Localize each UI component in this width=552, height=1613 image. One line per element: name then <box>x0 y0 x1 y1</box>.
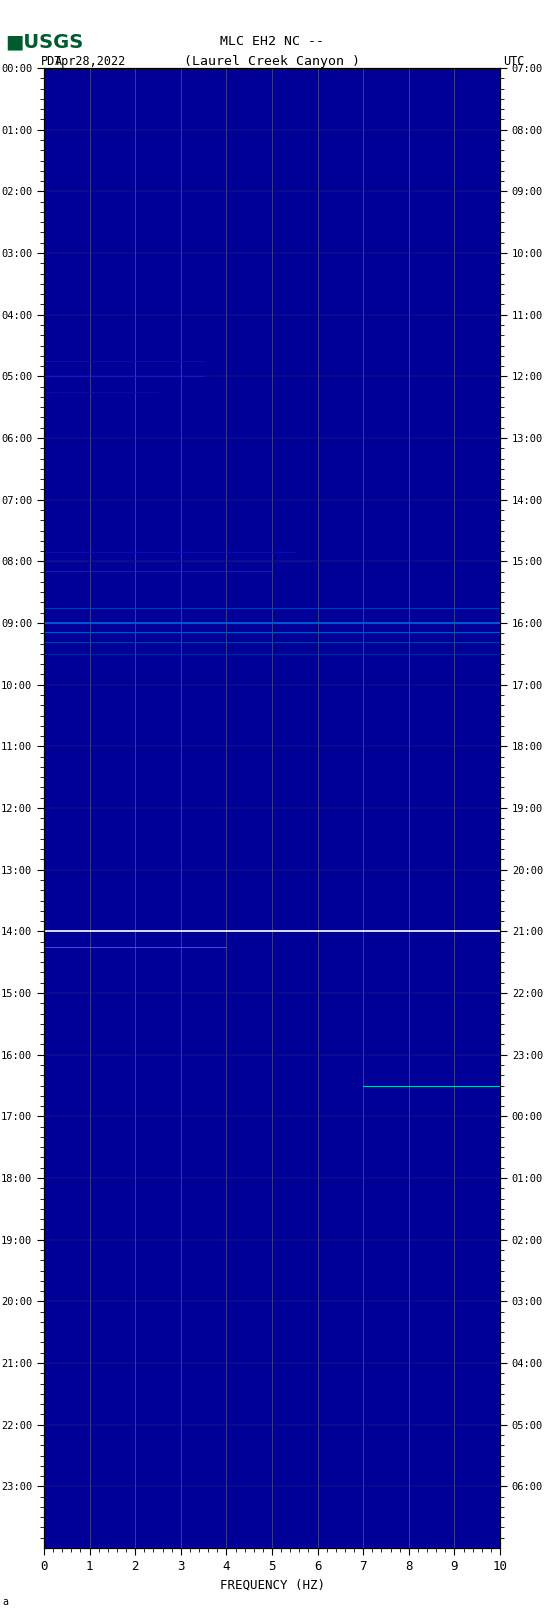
Text: Apr28,2022: Apr28,2022 <box>55 55 126 68</box>
Text: ■USGS: ■USGS <box>6 32 84 52</box>
Text: MLC EH2 NC --: MLC EH2 NC -- <box>220 35 324 48</box>
Text: UTC: UTC <box>503 55 524 68</box>
X-axis label: FREQUENCY (HZ): FREQUENCY (HZ) <box>220 1579 325 1592</box>
Text: a: a <box>3 1597 9 1607</box>
Text: (Laurel Creek Canyon ): (Laurel Creek Canyon ) <box>184 55 360 68</box>
Text: PDT: PDT <box>41 55 62 68</box>
